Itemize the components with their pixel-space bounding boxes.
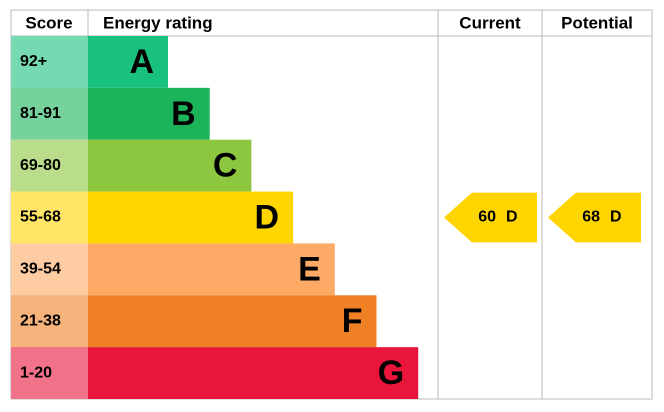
score-tint — [11, 243, 88, 296]
score-label: 21-38 — [20, 312, 61, 329]
score-cell — [11, 87, 88, 140]
rating-value: 68 — [582, 209, 600, 226]
rating-arrow — [444, 192, 537, 243]
score-cell — [11, 36, 88, 88]
score-label: 39-54 — [20, 261, 61, 278]
header-rating: Energy rating — [103, 13, 213, 32]
score-tint — [11, 191, 88, 244]
score-cell — [11, 295, 88, 348]
score-tint — [11, 139, 88, 192]
rating-letter: D — [506, 209, 518, 226]
band-letter: E — [298, 250, 321, 288]
band-letter: G — [378, 354, 404, 392]
score-cell — [11, 347, 88, 399]
band-letter: F — [342, 302, 363, 340]
score-tint — [11, 295, 88, 348]
band-letter: B — [171, 95, 196, 133]
rating-letter: D — [610, 209, 622, 226]
rating-arrow — [548, 192, 641, 243]
band-bar — [88, 36, 168, 88]
score-label: 55-68 — [20, 209, 61, 226]
band-bar — [88, 139, 252, 192]
score-tint — [11, 36, 88, 88]
score-cell — [11, 139, 88, 192]
band-bar — [88, 243, 335, 296]
score-label: 81-91 — [20, 105, 61, 122]
score-label: 69-80 — [20, 157, 61, 174]
band-letter: D — [255, 198, 280, 236]
band-bar — [88, 347, 419, 399]
score-tint — [11, 347, 88, 399]
score-label: 1-20 — [20, 364, 52, 381]
rating-value: 60 — [478, 209, 496, 226]
score-tint — [11, 87, 88, 140]
score-cell — [11, 243, 88, 296]
band-bar — [88, 295, 377, 348]
band-letter: C — [213, 147, 238, 185]
header-potential: Potential — [561, 13, 633, 32]
score-label: 92+ — [20, 53, 47, 70]
band-bar — [88, 87, 210, 140]
header-score: Score — [25, 13, 72, 32]
score-cell — [11, 191, 88, 244]
band-bar — [88, 191, 294, 244]
header-current: Current — [459, 13, 521, 32]
band-letter: A — [129, 43, 154, 81]
